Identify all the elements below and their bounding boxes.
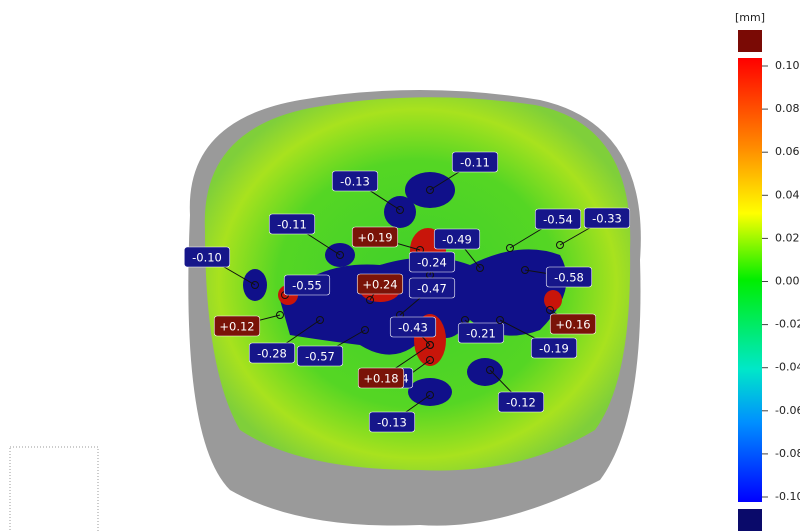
annotation-box	[389, 316, 437, 338]
annotation-label: +0.12	[219, 320, 254, 334]
scale-tick-label: -0.02	[775, 318, 800, 331]
annotation-box	[497, 391, 545, 413]
annotation-label: -0.11	[277, 218, 307, 232]
scale-tick-label: 0.08	[775, 102, 800, 115]
leader-point	[496, 316, 504, 324]
annotation-box	[433, 228, 481, 250]
under-range-swatch	[738, 509, 762, 531]
annotation-box	[530, 337, 578, 359]
over-range-swatch	[738, 30, 762, 52]
annotation-label: -0.55	[292, 279, 322, 293]
leader-point	[426, 391, 434, 399]
leader-point	[521, 266, 529, 274]
annotation-label: +0.18	[363, 372, 398, 386]
annotation-box	[213, 315, 261, 337]
leader-point	[426, 186, 434, 194]
leader-point	[546, 306, 554, 314]
annotation-label: -0.13	[340, 175, 370, 189]
leader-point	[366, 296, 374, 304]
annotation-label: -0.11	[460, 156, 490, 170]
annotation-label: -0.54	[543, 213, 573, 227]
annotation-label: -0.58	[554, 271, 584, 285]
annotation-box	[583, 207, 631, 229]
leader-point	[426, 356, 434, 364]
annotation-label: -0.21	[466, 327, 496, 341]
annotation-box	[296, 345, 344, 367]
annotation-box	[451, 151, 499, 173]
leader-point	[276, 311, 284, 319]
viewport-box	[9, 446, 99, 531]
annotation-label: -0.10	[192, 251, 222, 265]
scale-tick-label: 0.00	[775, 275, 800, 288]
annotation-box	[357, 367, 405, 389]
leader-point	[361, 326, 369, 334]
scale-tick-label: 0.02	[775, 231, 800, 244]
annotation-label: -0.28	[257, 347, 287, 361]
leader-point	[556, 241, 564, 249]
annotation-box	[248, 342, 296, 364]
annotation-box	[368, 411, 416, 433]
annotation-label: +0.19	[357, 231, 392, 245]
leader-point	[396, 206, 404, 214]
annotation-box	[549, 313, 597, 335]
annotation-box	[457, 322, 505, 344]
leader-point	[251, 281, 259, 289]
scale-tick-label: -0.04	[775, 361, 800, 374]
annotation-box	[283, 274, 331, 296]
annotation-label: -0.33	[592, 212, 622, 226]
leader-point	[316, 316, 324, 324]
annotation-label: -0.43	[398, 321, 428, 335]
leader-point	[336, 251, 344, 259]
annotation-label: +0.24	[362, 278, 397, 292]
annotation-label: 4	[401, 372, 408, 386]
annotation-label: -0.47	[417, 282, 447, 296]
annotation-label: -0.49	[442, 233, 472, 247]
annotation-box	[545, 266, 593, 288]
scale-tick-label: -0.06	[775, 404, 800, 417]
scale-tick-label: -0.10	[775, 490, 800, 503]
annotation-label: +0.16	[555, 318, 590, 332]
scale-tick-label: 0.10	[775, 59, 800, 72]
leader-point	[486, 366, 494, 374]
scale-tick-label: 0.04	[775, 188, 800, 201]
annotation-box	[408, 251, 456, 273]
annotation-label: -0.19	[539, 342, 569, 356]
unit-label: [mm]	[735, 11, 765, 24]
annotation-label: -0.12	[506, 396, 536, 410]
annotation-label: -0.24	[417, 256, 447, 270]
color-bar	[738, 58, 762, 502]
annotation-box	[534, 208, 582, 230]
annotation-label: -0.57	[305, 350, 335, 364]
annotation-box	[351, 226, 399, 248]
annotation-box	[183, 246, 231, 268]
leader-point	[506, 244, 514, 252]
annotation-label: -0.13	[377, 416, 407, 430]
scale-tick-label: -0.08	[775, 447, 800, 460]
annotation-box	[268, 213, 316, 235]
leader-point	[476, 264, 484, 272]
scale-tick-label: 0.06	[775, 145, 800, 158]
annotation-box	[356, 273, 404, 295]
annotation-box	[331, 170, 379, 192]
annotation-box	[408, 277, 456, 299]
leader-point	[426, 341, 434, 349]
